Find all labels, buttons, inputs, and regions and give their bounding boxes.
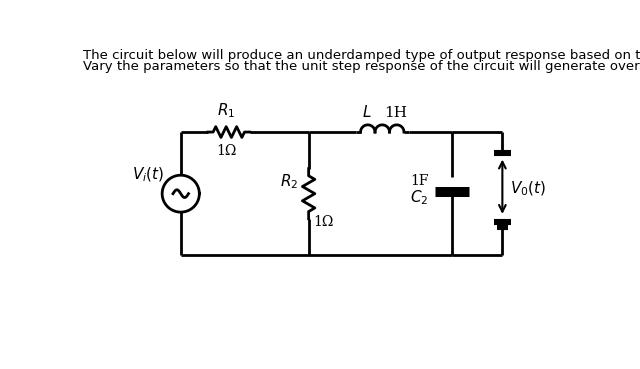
Text: $V_0(t)$: $V_0(t)$ — [510, 179, 547, 198]
Text: 1Ω: 1Ω — [216, 144, 237, 158]
Text: $V_i(t)$: $V_i(t)$ — [132, 166, 164, 184]
Text: $R_2$: $R_2$ — [280, 173, 298, 192]
Text: 1Ω: 1Ω — [313, 215, 333, 229]
Text: $L$: $L$ — [362, 104, 372, 120]
Text: Vary the parameters so that the unit step response of the circuit will generate : Vary the parameters so that the unit ste… — [83, 61, 640, 73]
Text: $C_2$: $C_2$ — [410, 188, 429, 207]
Text: The circuit below will produce an underdamped type of output response based on t: The circuit below will produce an underd… — [83, 49, 640, 62]
Text: 1H: 1H — [384, 106, 407, 120]
Text: 1F: 1F — [410, 173, 429, 187]
Text: $R_1$: $R_1$ — [218, 101, 236, 120]
